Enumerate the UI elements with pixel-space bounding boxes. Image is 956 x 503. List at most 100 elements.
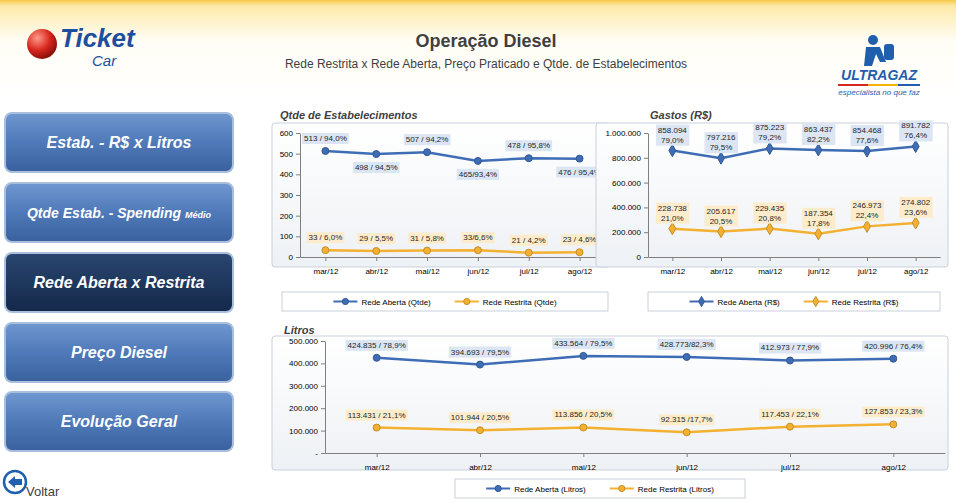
nav-button[interactable]: Qtde Estab. - Spending Médio [5,183,233,242]
data-labels: 513 / 94,0%498 / 94,5%507 / 94,2%465/93,… [302,133,603,246]
data-label-line: 101.944 / 20,5% [451,413,509,422]
nav-button-text[interactable]: Rede Aberta x Restrita [33,274,204,291]
x-tick: ago/12 [882,453,907,472]
nav-button-bg[interactable] [5,253,233,312]
nav-button-text[interactable]: Preço Diesel [71,344,168,361]
back-arrow[interactable] [8,476,22,488]
chart-title: Qtde de Estabelecimentos [280,109,418,121]
data-label-line: 23,6% [904,208,927,217]
x-tick: jun/12 [807,257,830,276]
y-tick-mark [296,236,300,237]
data-label-text: 31 / 5,8% [410,234,444,243]
data-label: 507 / 94,2% [404,134,451,145]
logo-ball [27,29,57,59]
series-marker [373,151,380,158]
data-label-bg [552,338,614,349]
nav-button-label[interactable]: Estab. - R$ x Litros [47,134,192,151]
x-tick-label: jul/12 [519,267,540,276]
y-tick-label: 600 [280,129,294,138]
nav-button-small[interactable]: Médio [185,210,212,220]
data-label-bg [802,124,835,145]
back-icon[interactable] [4,471,26,493]
legend-label: Rede Aberta (Qtde) [361,298,431,307]
x-axis-line [649,257,941,258]
y-tick-label: 300 [280,191,294,200]
nav-button-label[interactable]: Qtde Estab. - Spending Médio [27,205,212,221]
data-label-text: 420.996 / 76,4% [864,342,922,351]
data-label: 92.315 /17,7% [659,414,715,425]
data-label-line: 187.354 [804,209,833,218]
nav-button-bg[interactable] [5,183,233,242]
chart-title: Gastos (R$) [650,109,712,121]
data-label-bg [449,347,511,358]
nav-button-label[interactable]: Evolução Geral [61,413,178,430]
nav-button[interactable]: Preço Diesel [5,323,233,382]
data-label-line: 92.315 /17,7% [661,415,713,424]
data-label-line: 797.216 [707,133,736,142]
series-marker [474,247,481,254]
data-label: 31 / 5,8% [408,233,446,244]
nav-button[interactable]: Rede Aberta x Restrita [5,253,233,312]
data-label-line: 21,0% [661,214,684,223]
x-tick-mark [818,257,819,261]
nav-button-text[interactable]: Estab. - R$ x Litros [47,134,192,151]
data-label-bg [759,342,821,353]
x-tick-mark [893,453,894,457]
nav-button-text[interactable]: Evolução Geral [61,413,178,430]
series-marker [477,361,484,368]
x-tick: ago/12 [568,257,593,276]
x-tick-label: abr/12 [710,267,733,276]
legend-box [282,292,608,311]
x-tick-mark [325,257,326,261]
y-tick-label: 800.000 [612,154,641,163]
series-marker [373,424,380,431]
x-tick: jun/12 [467,257,490,276]
chart-title: Litros [284,324,315,336]
nav-button-bg[interactable] [5,392,233,451]
data-label-text: 858.09479,0% [658,126,687,145]
back-label[interactable]: Voltar [26,484,60,499]
nav-button-text[interactable]: Qtde Estab. - Spending [27,205,181,221]
series-marker [322,148,329,155]
data-label-text: 424.835 / 78,9% [348,341,406,350]
x-tick: abr/12 [710,257,733,276]
data-label-bg [659,414,715,425]
data-label-bg [552,409,614,420]
dashboard: Operação DieselRede Restrita x Rede Aber… [0,0,956,503]
data-label-line: 17,8% [807,219,830,228]
y-tick-mark [296,195,300,196]
x-tick: mar/12 [660,257,685,276]
series-marker [477,427,484,434]
data-label-line: 875.223 [755,123,784,132]
chart: Gastos (R$)0200.000400.000600.000800.000… [596,109,948,311]
nav-button[interactable]: Estab. - R$ x Litros [5,113,233,172]
data-label-line: 33/6,6% [463,233,492,242]
back-button[interactable]: Voltar [4,471,60,499]
nav-button-label[interactable]: Preço Diesel [71,344,168,361]
nav-button-label[interactable]: Rede Aberta x Restrita [33,274,204,291]
series-marker [815,228,822,240]
data-label-bg [449,412,511,423]
nav-button[interactable]: Evolução Geral [5,392,233,451]
x-tick-label: mar/12 [660,267,685,276]
plot-marks [669,140,919,239]
data-label-line: 274.802 [901,198,930,207]
series-marker [890,421,897,428]
series-marker [576,249,583,256]
legend-item: Rede Restrita (Litros) [610,485,714,494]
nav-button-bg[interactable] [5,113,233,172]
x-axis-line [301,257,606,258]
data-label-text: 228.73821,0% [658,204,687,223]
data-label-text: 854.46877,6% [853,126,882,145]
nav-button-bg[interactable] [5,323,233,382]
x-tick-mark [427,257,428,261]
data-label-text: 29 / 5,5% [359,234,393,243]
data-label: 513 / 94,0% [302,133,349,144]
x-tick: mai/12 [572,453,597,472]
data-label-text: 92.315 /17,7% [661,415,713,424]
data-label-text: 113.431 / 21,1% [348,411,406,420]
data-label-bg [408,233,446,244]
logo-stripe-1 [838,84,868,86]
y-tick-label: 100 [280,232,294,241]
series-marker [683,353,690,360]
